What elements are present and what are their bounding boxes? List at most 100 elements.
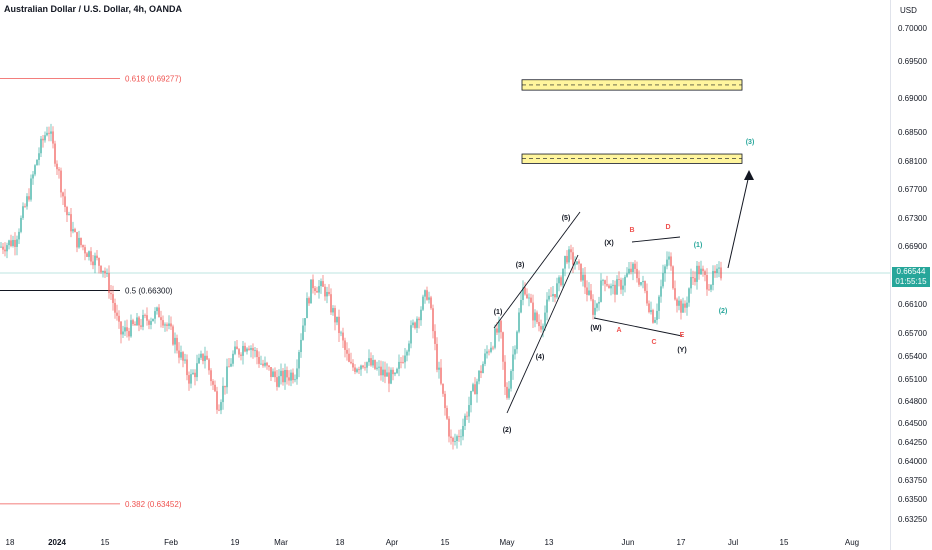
- candle-body: [720, 267, 722, 279]
- candle-body: [676, 299, 678, 306]
- candle-body: [616, 279, 618, 295]
- wave-label: (4): [536, 354, 545, 361]
- candle-body: [456, 436, 458, 442]
- candle-body: [56, 163, 58, 170]
- wave-label: (3): [746, 139, 755, 146]
- candle-body: [274, 371, 276, 378]
- y-tick-label: 0.66900: [898, 242, 927, 251]
- candle-body: [678, 300, 680, 306]
- candle-body: [618, 279, 620, 281]
- candle-body: [682, 303, 684, 313]
- candle-body: [450, 436, 452, 438]
- candle-body: [182, 352, 184, 361]
- candle-body: [214, 384, 216, 392]
- candle-body: [58, 169, 60, 171]
- candle-body: [54, 143, 56, 164]
- candle-body: [448, 418, 450, 437]
- candle-body: [208, 359, 210, 371]
- candle-body: [44, 135, 46, 141]
- candle-body: [716, 268, 718, 273]
- price-chart[interactable]: 0.618 (0.69277) 0.5 (0.66300) 0.382 (0.634…: [0, 0, 890, 550]
- wave-label: (3): [516, 262, 525, 269]
- candle-body: [180, 352, 182, 358]
- fib-level-label: 0.5 (0.66300): [125, 287, 173, 296]
- y-tick-label: 0.68100: [898, 157, 927, 166]
- candle-body: [68, 214, 70, 216]
- candle-body: [698, 265, 700, 275]
- candle-body: [684, 303, 686, 308]
- candle-body: [80, 237, 82, 246]
- candle-body: [32, 174, 34, 179]
- candle-body: [164, 324, 166, 326]
- fib-layer: 0.618 (0.69277) 0.5 (0.66300) 0.382 (0.634…: [0, 75, 182, 509]
- candle-body: [156, 307, 158, 312]
- candle-body: [530, 297, 532, 303]
- candle-body: [14, 240, 16, 247]
- wave-label: A: [616, 327, 621, 334]
- candle-body: [162, 320, 164, 326]
- candle-body: [432, 308, 434, 332]
- candle-body: [340, 332, 342, 334]
- candle-body: [606, 284, 608, 286]
- candle-body: [482, 363, 484, 374]
- candle-body: [612, 284, 614, 286]
- candle-body: [570, 249, 572, 253]
- candle-body: [272, 371, 274, 377]
- candle-body: [158, 307, 160, 318]
- channel-lower-line: [506, 254, 579, 414]
- candle-body: [486, 351, 488, 354]
- candle-body: [92, 261, 94, 266]
- candle-body: [526, 294, 528, 298]
- y-tick-label: 0.63750: [898, 476, 927, 485]
- candle-body: [494, 328, 496, 348]
- candle-body: [524, 287, 526, 295]
- candle-body: [178, 350, 180, 358]
- candle-body: [198, 357, 200, 364]
- wave-label: D: [665, 224, 670, 231]
- candle-body: [322, 281, 324, 287]
- candle-body: [366, 362, 368, 368]
- candle-body: [62, 192, 64, 197]
- candle-body: [680, 300, 682, 313]
- candle-body: [2, 246, 4, 250]
- wave-labels-layer: (1) (2) (3) (4) (5) (W) (X) (Y) A B C D E (1) (2) (3): [494, 139, 755, 434]
- candle-body: [474, 384, 476, 395]
- wave-lines-layer: [493, 170, 754, 414]
- candle-body: [646, 290, 648, 304]
- candle-body: [0, 246, 2, 248]
- candle-body: [586, 287, 588, 295]
- candle-body: [468, 405, 470, 417]
- candle-body: [166, 324, 168, 326]
- candle-body: [410, 325, 412, 344]
- x-tick-label: 13: [544, 538, 554, 547]
- candle-body: [256, 350, 258, 358]
- candle-body: [414, 322, 416, 328]
- candle-body: [174, 337, 176, 345]
- candle-body: [160, 317, 162, 321]
- candle-body: [412, 322, 414, 326]
- candle-body: [338, 316, 340, 334]
- candle-body: [710, 284, 712, 290]
- candle-body: [478, 370, 480, 382]
- candle-body: [202, 353, 204, 362]
- candle-body: [312, 279, 314, 289]
- x-tick-label: 15: [100, 538, 110, 547]
- x-tick-label: 17: [676, 538, 686, 547]
- candle-body: [636, 268, 638, 279]
- candle-body: [706, 275, 708, 290]
- candle-body: [508, 388, 510, 398]
- candle-body: [104, 270, 106, 274]
- candle-body: [280, 370, 282, 377]
- candle-body: [640, 282, 642, 285]
- candle-body: [74, 229, 76, 233]
- candle-body: [430, 297, 432, 309]
- wave-label: C: [651, 339, 656, 346]
- candle-body: [188, 375, 190, 384]
- candle-body: [376, 367, 378, 369]
- candle-body: [66, 207, 68, 216]
- candle-body: [318, 286, 320, 293]
- candle-body: [204, 355, 206, 362]
- candle-body: [282, 370, 284, 383]
- candle-body: [638, 278, 640, 285]
- candle-body: [50, 131, 52, 134]
